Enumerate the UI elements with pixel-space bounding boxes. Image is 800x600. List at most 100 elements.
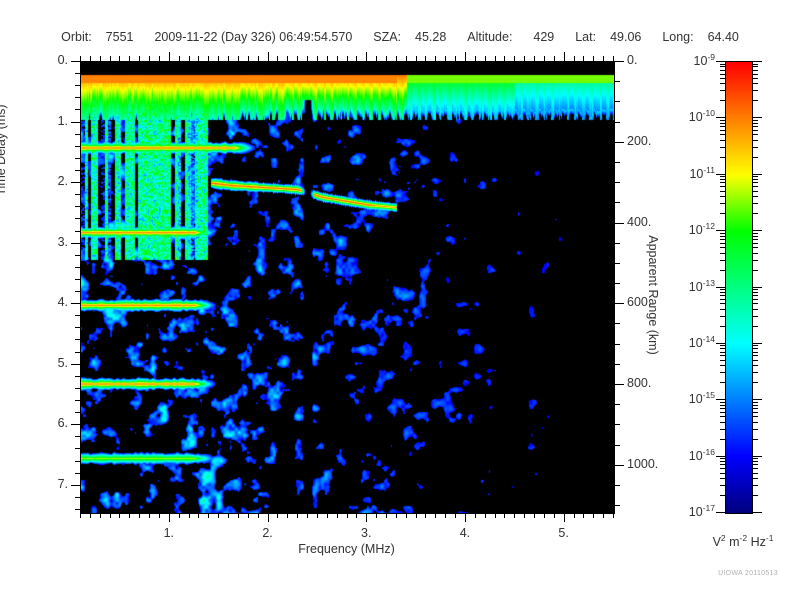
colorbar-minor-tick <box>720 63 725 65</box>
colorbar-minor-tick <box>720 315 725 317</box>
y-tick-label-left: 5. <box>57 355 68 370</box>
orbit-label: Orbit: <box>61 30 92 44</box>
colorbar-minor-tick <box>720 90 725 92</box>
y-tick-label-right: 200. <box>627 133 652 148</box>
y-tick-left <box>75 194 80 196</box>
y-tick-left <box>75 169 80 171</box>
colorbar-minor-tick <box>720 69 725 71</box>
colorbar-minor-tick <box>720 295 725 297</box>
colorbar-minor-tick <box>720 468 725 470</box>
colorbar-minor-tick <box>720 351 725 353</box>
colorbar-minor-tick <box>720 411 725 413</box>
colorbar-minor-tick <box>720 146 725 148</box>
x-tick-top <box>415 56 417 61</box>
colorbar-minor-tick <box>753 401 758 403</box>
x-tick-bottom <box>287 513 289 518</box>
unit-v: V <box>712 535 721 550</box>
x-tick-top <box>534 56 536 61</box>
x-tick-top <box>376 56 378 61</box>
y-tick-left <box>75 218 80 220</box>
colorbar-minor-tick <box>720 129 725 131</box>
colorbar-minor-tick <box>720 464 725 466</box>
colorbar-minor-tick <box>720 355 725 357</box>
colorbar-minor-tick <box>720 186 725 188</box>
colorbar-major-tick <box>753 512 762 513</box>
y-tick-left <box>75 133 80 135</box>
x-tick-bottom <box>543 513 545 518</box>
x-tick-top <box>228 56 230 61</box>
y-tick-label-left: 6. <box>57 416 68 431</box>
x-tick-bottom <box>494 513 496 518</box>
colorbar-minor-tick <box>720 83 725 85</box>
x-tick-bottom <box>425 513 427 518</box>
y-tick-left <box>75 412 80 414</box>
y-tick-right <box>615 404 620 406</box>
x-tick-bottom <box>89 513 91 518</box>
colorbar-minor-tick <box>720 235 725 237</box>
colorbar-minor-tick <box>753 146 758 148</box>
colorbar-tick-label: 10-9 <box>693 52 715 69</box>
x-tick-top <box>198 56 200 61</box>
colorbar-minor-tick <box>753 303 758 305</box>
x-tick-top <box>425 56 427 61</box>
colorbar-minor-tick <box>753 77 758 79</box>
x-axis-title: Frequency (MHz) <box>298 542 395 556</box>
x-tick-top <box>237 56 239 61</box>
x-tick-top <box>405 56 407 61</box>
x-tick-top <box>583 56 585 61</box>
y-tick-label-right: 0. <box>627 53 638 67</box>
x-tick-top <box>346 56 348 61</box>
y-tick-right <box>615 424 620 426</box>
x-tick-label: 3. <box>361 526 372 540</box>
colorbar-major-tick <box>716 342 725 344</box>
x-tick-top <box>435 56 437 61</box>
x-tick-bottom <box>297 513 299 518</box>
x-tick-bottom <box>119 513 121 518</box>
colorbar-minor-tick <box>720 176 725 178</box>
colorbar-major-tick <box>716 455 725 457</box>
y-tick-right <box>615 141 624 143</box>
x-tick-top <box>543 56 545 61</box>
x-tick-bottom <box>149 513 151 518</box>
x-tick-bottom <box>553 513 555 518</box>
colorbar-minor-tick <box>720 73 725 75</box>
colorbar-minor-tick <box>753 203 758 205</box>
colorbar-minor-tick <box>720 325 725 327</box>
x-tick-top <box>158 56 160 61</box>
colorbar-minor-tick <box>720 119 725 121</box>
x-tick-bottom <box>99 513 101 518</box>
colorbar-minor-tick <box>720 421 725 423</box>
colorbar-minor-tick <box>720 404 725 406</box>
y-tick-left <box>75 278 80 280</box>
colorbar-minor-tick <box>753 468 758 470</box>
y-tick-left <box>75 85 80 87</box>
x-tick-top <box>524 56 526 61</box>
colorbar-minor-tick <box>753 495 758 497</box>
colorbar-minor-tick <box>753 179 758 181</box>
x-tick-bottom <box>188 513 190 518</box>
colorbar-minor-tick <box>720 461 725 463</box>
colorbar-minor-tick <box>753 190 758 192</box>
x-tick-bottom <box>583 513 585 518</box>
y-tick-left <box>75 339 80 341</box>
colorbar-minor-tick <box>753 134 758 136</box>
colorbar-minor-tick <box>720 407 725 409</box>
y-tick-left <box>75 145 80 147</box>
y-tick-right <box>615 81 620 83</box>
x-tick-top <box>484 56 486 61</box>
x-tick-top <box>218 56 220 61</box>
spectrogram-canvas <box>81 62 614 513</box>
colorbar-minor-tick <box>720 303 725 305</box>
x-tick-bottom <box>534 513 536 518</box>
x-tick-top <box>553 56 555 61</box>
x-tick-top <box>593 56 595 61</box>
x-tick-top <box>366 52 368 61</box>
y-tick-left <box>75 448 80 450</box>
colorbar-minor-tick <box>720 179 725 181</box>
colorbar-minor-tick <box>753 291 758 293</box>
x-tick-top <box>474 56 476 61</box>
colorbar-minor-tick <box>720 182 725 184</box>
y-tick-right <box>615 182 620 184</box>
x-tick-top <box>188 56 190 61</box>
colorbar-minor-tick <box>720 401 725 403</box>
